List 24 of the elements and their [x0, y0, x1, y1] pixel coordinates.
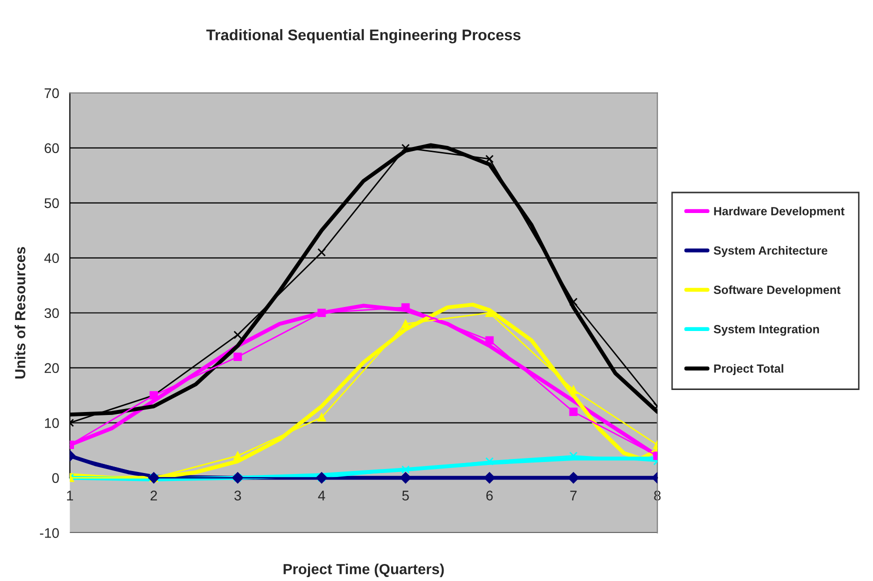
y-tick-label: 30 — [44, 308, 59, 318]
x-axis-title: Project Time (Quarters) — [284, 564, 444, 578]
y-tick-label: 0 — [52, 473, 59, 483]
x-tick-label: 4 — [318, 490, 326, 500]
x-tick-label: 2 — [150, 490, 157, 500]
y-tick-label: 10 — [45, 418, 59, 428]
legend-label: Project Total — [714, 364, 784, 376]
y-axis-title: Units of Resources — [14, 247, 26, 378]
x-tick-label: 5 — [402, 490, 409, 500]
y-tick-label: 50 — [44, 198, 59, 208]
y-tick-label: 70 — [44, 88, 59, 98]
legend-label: System Architecture — [714, 246, 828, 258]
x-tick-label: 1 — [67, 490, 74, 500]
legend-label: Hardware Development — [714, 206, 844, 218]
y-tick-label: 60 — [44, 143, 59, 154]
x-tick-label: 6 — [486, 490, 493, 500]
legend-label: Software Development — [714, 285, 841, 296]
y-tick-label: 40 — [44, 253, 59, 264]
legend-label: System Integration — [714, 324, 819, 336]
x-tick-label: 3 — [234, 490, 241, 500]
x-tick-label: 7 — [570, 490, 577, 500]
y-tick-label: -10 — [40, 528, 59, 538]
y-tick-label: 20 — [44, 363, 59, 374]
chart-title: Traditional Sequential Engineering Process — [206, 29, 520, 44]
